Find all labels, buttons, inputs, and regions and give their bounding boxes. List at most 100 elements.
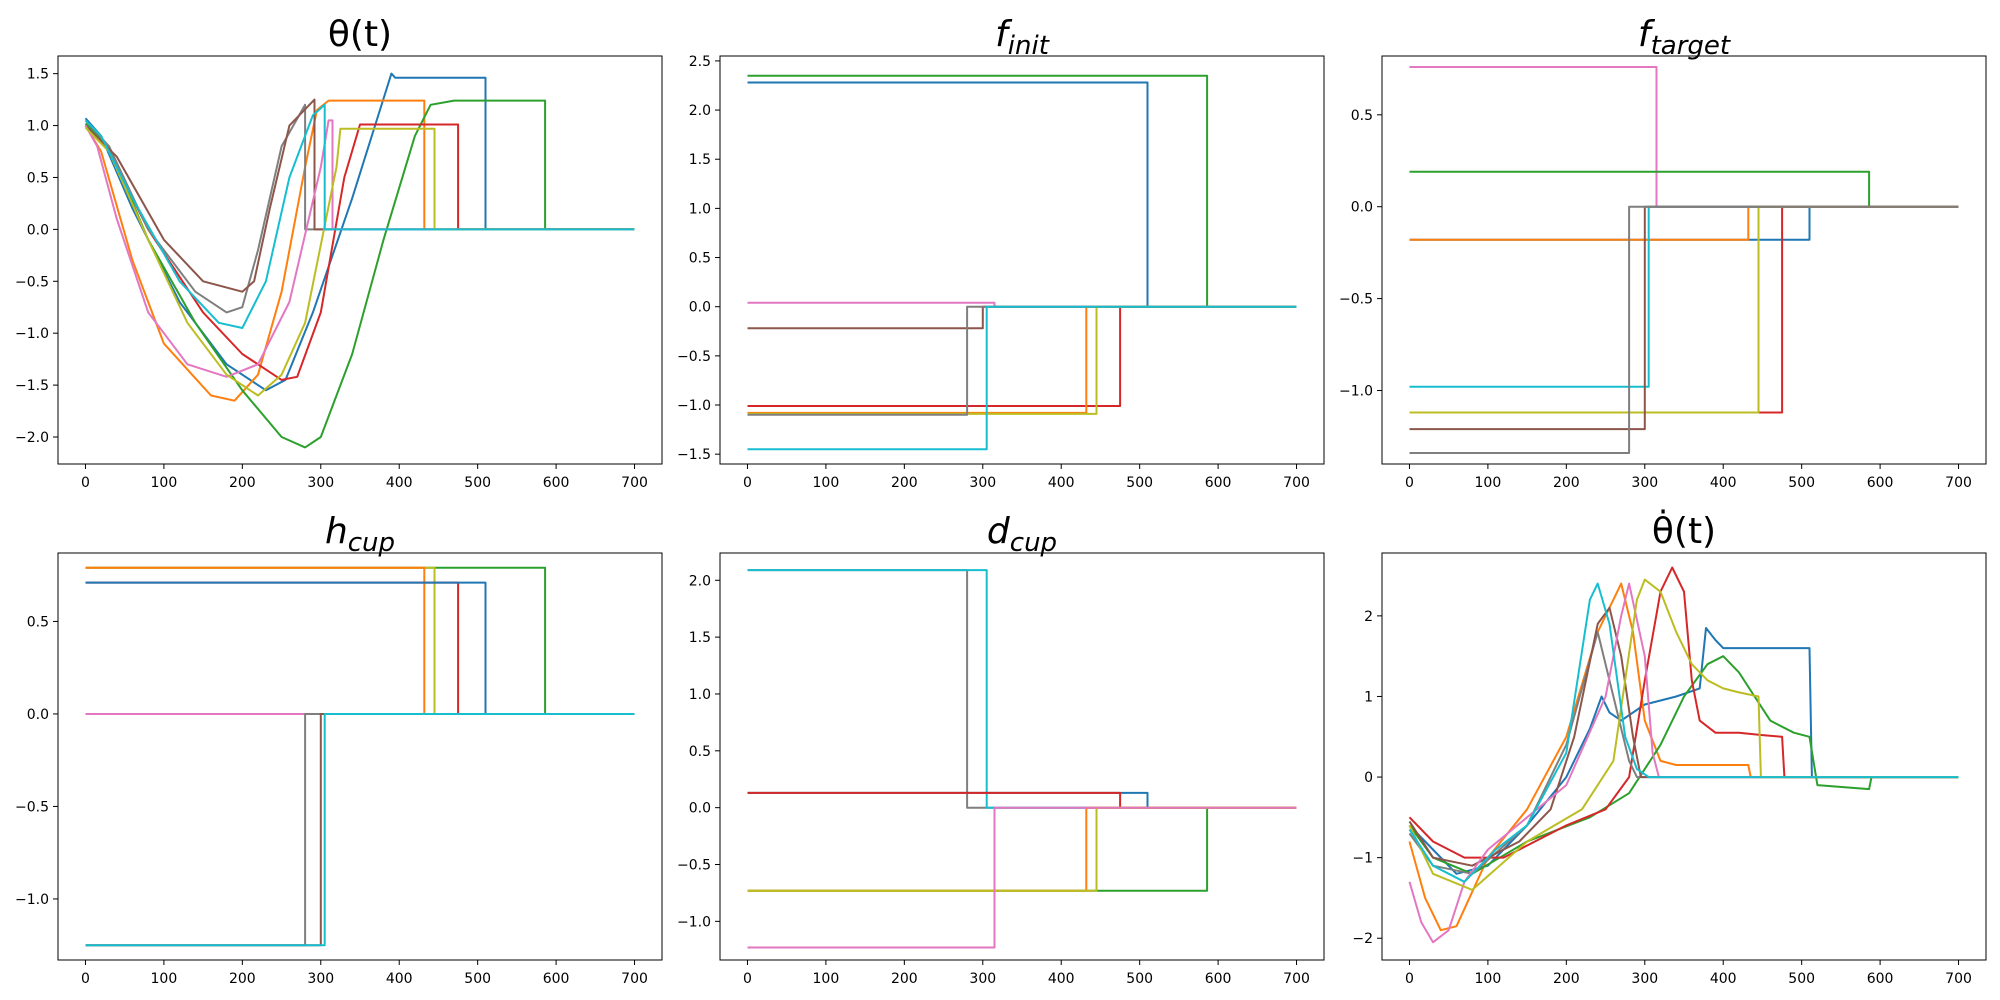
series-line-1 [85,566,635,715]
axes-frame [1381,55,1987,465]
y-tick-label: 1.0 [27,119,49,135]
y-tick-label: −0.5 [15,274,49,290]
x-tick-label: 0 [743,971,752,987]
y-tick-label: 0.0 [689,801,711,817]
y-tick-label: 1 [1364,689,1373,705]
series-line-2 [747,569,1297,809]
x-tick-label: 400 [386,475,413,491]
x-tick-label: 400 [386,971,413,987]
y-tick-label: −2.0 [15,430,49,446]
series-line-4 [747,791,1297,809]
x-tick-label: 100 [151,475,178,491]
series-line-7 [85,713,635,947]
y-tick-label: −1.0 [677,398,711,414]
y-tick-label: 1.0 [689,687,711,703]
x-tick-label: 400 [1710,475,1737,491]
y-tick-label: 0.5 [27,170,49,186]
series-line-6 [1409,205,1959,414]
series-line-9 [1409,205,1959,454]
x-tick-label: 200 [1553,475,1580,491]
y-tick-label: −1.0 [1339,383,1373,399]
y-tick-label: 0 [1364,770,1373,786]
x-tick-label: 600 [1205,971,1232,987]
y-tick-label: −0.5 [677,858,711,874]
x-tick-label: 700 [1283,971,1310,987]
series-line-1 [1409,66,1959,208]
y-tick-label: 0.0 [1351,200,1373,216]
series-line-6 [747,305,1297,414]
x-tick-label: 100 [813,971,840,987]
series-line-8 [84,126,635,397]
y-tick-label: 0.5 [689,744,711,760]
y-tick-label: 0.0 [689,300,711,316]
x-tick-label: 100 [1475,971,1502,987]
axes-frame [719,552,1325,961]
x-tick-label: 600 [1867,475,1894,491]
series-line-7 [747,806,1297,892]
x-tick-label: 0 [743,475,752,491]
y-tick-label: 2 [1364,609,1373,625]
x-tick-label: 200 [891,475,918,491]
subplot-title: hcup [325,511,395,558]
series-line-2 [84,99,635,402]
y-tick-label: −1 [1352,851,1373,867]
series-line-2 [1409,170,1959,208]
series-line-4 [85,581,635,715]
subplot-title: θ(t) [328,14,392,55]
series-line-7 [1408,582,1959,944]
y-tick-label: −1.0 [677,914,711,930]
y-tick-label: −0.5 [677,349,711,365]
series-line-8 [85,713,635,947]
x-tick-label: 200 [229,475,256,491]
series-line-2 [1408,582,1959,932]
subplot-1: θ(t) 0 100 200 300 400 500 600 700 −2.0 −1.5 −1.0 −0… [15,14,663,491]
series-line-6 [1408,606,1959,867]
series-line-3 [747,791,1297,809]
x-tick-label: 0 [1405,475,1414,491]
series-line-9 [85,713,635,947]
x-tick-label: 0 [81,475,90,491]
axes-frame [57,55,663,465]
y-tick-label: 2.0 [689,103,711,119]
x-tick-label: 700 [1945,475,1972,491]
y-tick-label: −1.5 [677,447,711,463]
subplot-title: dcup [987,511,1057,558]
series-line-4 [84,123,635,381]
series-line-7 [84,119,635,378]
series-line-9 [84,103,635,329]
y-tick-label: 2.5 [689,54,711,70]
series-line-4 [747,305,1297,330]
x-tick-label: 500 [1126,971,1153,987]
series-line-6 [747,806,1297,892]
y-tick-label: 1.5 [689,630,711,646]
x-tick-label: 200 [1553,971,1580,987]
x-tick-label: 200 [229,971,256,987]
x-tick-label: 600 [543,971,570,987]
x-tick-label: 300 [1631,475,1658,491]
x-tick-label: 600 [543,475,570,491]
x-tick-label: 0 [81,971,90,987]
subplot-5: dcup 0 100 200 300 400 500 600 700 −1.0 −0.5 0.0 0.5… [677,511,1325,987]
y-tick-label: −0.5 [15,799,49,815]
y-tick-label: 1.0 [689,201,711,217]
x-tick-label: 300 [969,475,996,491]
series-line-5 [85,581,635,715]
axes-frame [57,552,663,961]
y-tick-label: 1.5 [689,152,711,168]
subplot-6: θ̇(t) 0 100 200 300 400 500 600 700 −2 −1 0 1 2 [1352,508,1987,987]
series-line-5 [747,305,1297,407]
subplot-title: θ̇(t) [1652,508,1716,552]
y-tick-label: −0.5 [1339,292,1373,308]
subplot-title: ftarget [1638,14,1731,61]
x-tick-label: 300 [307,475,334,491]
series-line-5 [1409,205,1959,388]
series-line-4 [1408,566,1959,859]
series-line-5 [747,806,1297,892]
series-line-7 [1409,205,1959,414]
x-tick-label: 700 [1283,475,1310,491]
x-tick-label: 200 [891,971,918,987]
series-line-4 [1409,205,1959,241]
x-tick-label: 300 [1631,971,1658,987]
x-tick-label: 600 [1205,475,1232,491]
x-tick-label: 300 [969,971,996,987]
